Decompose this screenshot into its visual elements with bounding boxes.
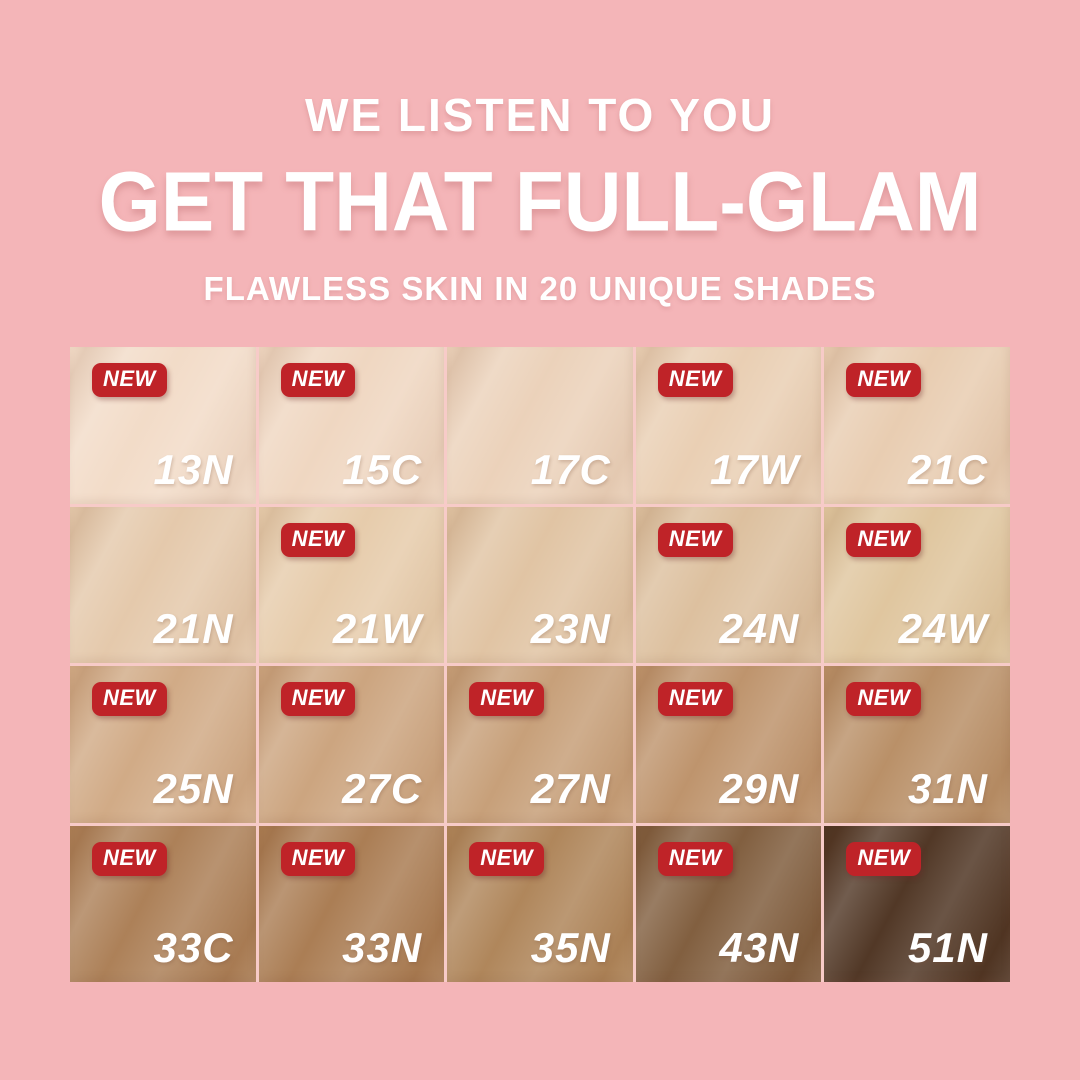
shade-swatch-24W: NEW 24W: [824, 506, 1010, 663]
new-badge: NEW: [657, 363, 733, 397]
shade-label: 17C: [530, 445, 611, 493]
new-badge: NEW: [280, 522, 356, 557]
shade-swatch-51N: NEW 51N: [824, 825, 1010, 982]
new-badge: NEW: [92, 682, 167, 716]
shade-swatch-31N: NEW 31N: [824, 666, 1010, 823]
shade-label: 31N: [907, 764, 988, 812]
new-badge: NEW: [92, 841, 167, 876]
shade-label: 29N: [719, 764, 800, 812]
shade-swatch-23N: 23N: [447, 506, 633, 663]
new-badge: NEW: [469, 682, 545, 716]
shade-label: 24N: [719, 605, 800, 652]
shade-swatch-21W: NEW 21W: [258, 506, 445, 663]
header-subtitle-top: WE LISTEN TO YOU: [305, 89, 775, 141]
new-badge: NEW: [280, 363, 356, 397]
header: WE LISTEN TO YOU GET THAT FULL-GLAM FLAW…: [0, 0, 1080, 308]
page-title: GET THAT FULL-GLAM: [98, 154, 982, 249]
shade-label: 51N: [907, 924, 988, 971]
shade-label: 43N: [719, 924, 800, 971]
new-badge: NEW: [92, 363, 167, 397]
shade-swatch-35N: NEW 35N: [447, 825, 633, 982]
shade-swatch-24N: NEW 24N: [635, 506, 822, 663]
shade-label: 24W: [898, 605, 988, 652]
shade-swatch-33C: NEW 33C: [70, 825, 256, 982]
shade-swatch-43N: NEW 43N: [635, 825, 822, 982]
shade-swatch-27N: NEW 27N: [447, 666, 633, 823]
new-badge: NEW: [280, 682, 356, 716]
shade-label: 23N: [530, 605, 611, 652]
shade-label: 25N: [153, 764, 234, 812]
new-badge: NEW: [469, 841, 545, 876]
shade-label: 21C: [907, 445, 988, 493]
shade-swatch-13N: NEW 13N: [70, 347, 256, 504]
shade-swatch-15C: NEW 15C: [258, 347, 445, 504]
new-badge: NEW: [846, 841, 922, 876]
header-subtitle-bottom: FLAWLESS SKIN IN 20 UNIQUE SHADES: [203, 270, 877, 307]
new-badge: NEW: [657, 522, 733, 557]
new-badge: NEW: [846, 363, 922, 397]
new-badge: NEW: [657, 682, 733, 716]
new-badge: NEW: [846, 682, 922, 716]
shade-swatch-29N: NEW 29N: [635, 666, 822, 823]
shade-label: 13N: [153, 445, 234, 493]
new-badge: NEW: [657, 841, 733, 876]
shade-swatch-33N: NEW 33N: [258, 825, 445, 982]
shade-label: 33C: [153, 924, 234, 971]
shade-label: 21N: [153, 605, 234, 652]
shade-swatch-21C: NEW 21C: [824, 347, 1010, 504]
shade-swatch-21N: 21N: [70, 506, 256, 663]
shade-grid: NEW 13N NEW 15C 17C NEW 17W NEW 21C 21N NEW 21W 23N N…: [70, 347, 1010, 982]
shade-label: 27N: [530, 764, 611, 812]
new-badge: NEW: [846, 522, 922, 557]
shade-label: 35N: [530, 924, 611, 971]
shade-label: 15C: [342, 445, 423, 493]
shade-swatch-27C: NEW 27C: [258, 666, 445, 823]
shade-swatch-17C: 17C: [447, 347, 633, 504]
shade-swatch-25N: NEW 25N: [70, 666, 256, 823]
shade-label: 33N: [342, 924, 423, 971]
shade-label: 21W: [332, 605, 423, 652]
shade-label: 27C: [342, 764, 423, 812]
new-badge: NEW: [280, 841, 356, 876]
shade-label: 17W: [710, 445, 800, 493]
shade-swatch-17W: NEW 17W: [635, 347, 822, 504]
